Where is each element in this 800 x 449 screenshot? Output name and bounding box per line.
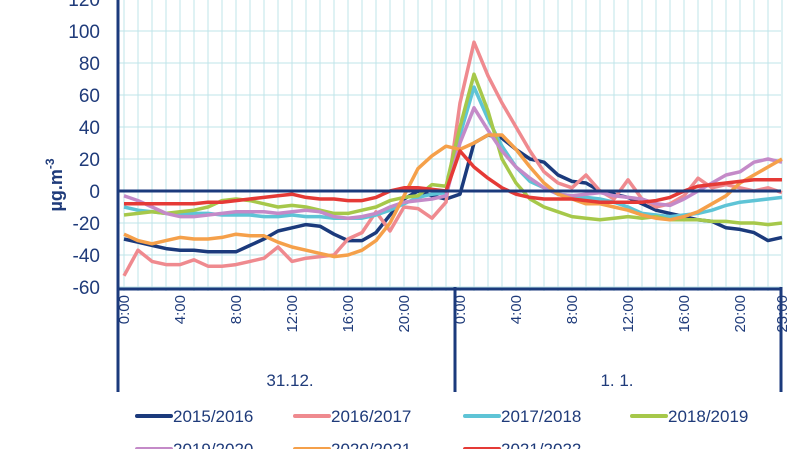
series-line-2020-2021 [123,133,783,259]
grid [118,0,783,291]
x-tick-label: 12:00 [284,295,301,333]
legend-item: 2017/2018 [463,407,581,426]
x-tick-label: 4:00 [508,295,525,324]
x-tick-label: 12:00 [620,295,637,333]
x-tick-label: 20:00 [396,295,413,333]
legend-label: 2016/2017 [331,407,411,426]
legend-label: 2019/2020 [173,440,253,449]
x-tick-label: 16:00 [340,295,357,333]
y-tick-label: 60 [79,86,100,107]
y-axis-label: µg.m-3 [43,158,66,211]
legend-label: 2017/2018 [501,407,581,426]
y-tick-label: 40 [79,118,100,139]
series-line-2021-2022 [124,149,782,206]
x-tick-label: 16:00 [676,295,693,333]
y-tick-label: -20 [73,214,100,235]
y-tick-label: -40 [73,246,100,267]
y-tick-label: 0 [89,182,100,203]
legend-item: 2016/2017 [293,407,411,426]
y-tick-label: 20 [79,150,100,171]
legend-item: 2015/2016 [135,407,253,426]
day-label-2: 1. 1. [600,371,633,390]
legend-item: 2020/2021 [293,440,411,449]
tick-labels: -60 -40 -20 0 20 40 60 80 100 120 0:00 4:00 8:00 12:0… [68,0,791,333]
legend-item: 2018/2019 [630,407,748,426]
day-label-1: 31.12. [266,371,313,390]
x-tick-label: 4:00 [172,295,189,324]
y-tick-label: 100 [68,22,100,43]
legend-label: 2020/2021 [331,440,411,449]
legend-label: 2021/2022 [501,440,581,449]
axes [116,0,783,392]
legend-label: 2018/2019 [668,407,748,426]
x-tick-label: 8:00 [228,295,245,324]
legend-label: 2015/2016 [173,407,253,426]
x-tick-label: 20:00 [732,295,749,333]
series-line-2015-2016 [123,133,783,254]
legend-item: 2019/2020 [135,440,253,449]
y-tick-label: 80 [79,54,100,75]
legend-item: 2021/2022 [463,440,581,449]
x-tick-label: 23:00 [774,295,791,333]
x-tick-label: 0:00 [116,295,133,324]
legend: 2015/2016 2016/2017 2017/2018 2018/2019 2019… [135,407,748,449]
y-tick-label: 120 [68,0,100,11]
x-tick-label: 8:00 [564,295,581,324]
x-tick-label: 0:00 [452,295,469,324]
series-lines [122,40,783,277]
y-tick-label: -60 [73,278,100,299]
